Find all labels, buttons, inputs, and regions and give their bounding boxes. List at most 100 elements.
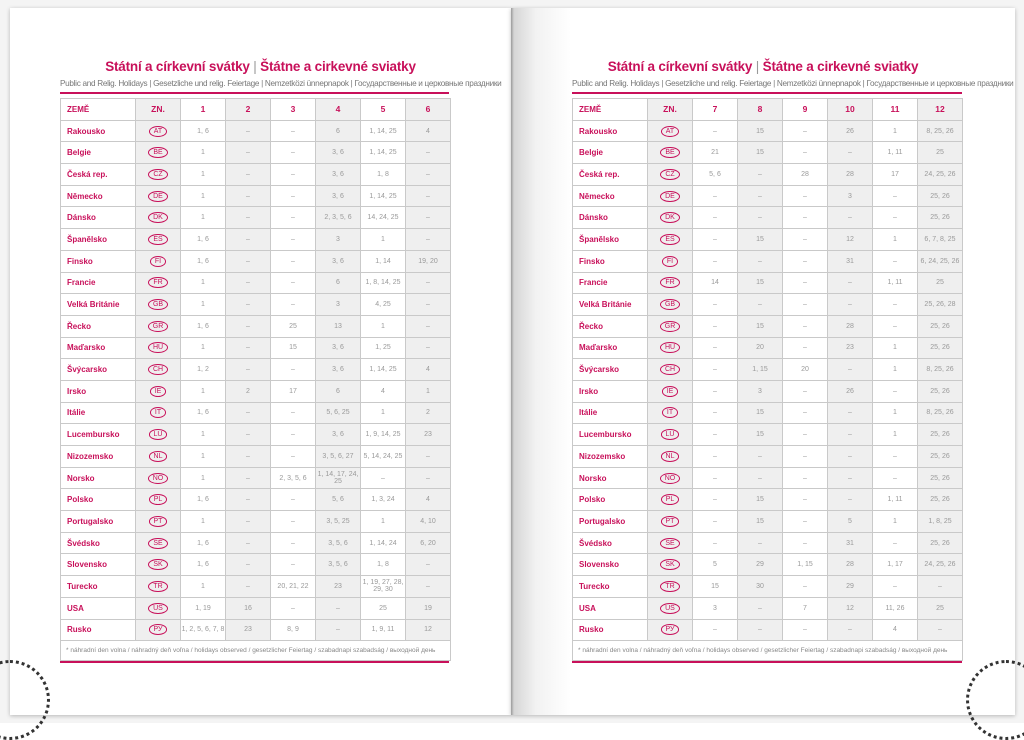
table-row: Finsko FI 1, 6– –3, 6 1, 14 19, 20 — [60, 249, 451, 273]
holiday-days: – — [692, 445, 738, 468]
table-row: Nizozemsko NL 1– –3, 5, 6, 27 5, 14, 24, 25– — [60, 445, 451, 468]
holiday-days: 3, 6 — [315, 163, 361, 186]
holiday-days: – — [917, 618, 963, 642]
header-month: 8 — [737, 98, 783, 121]
holiday-days: – — [692, 206, 738, 230]
holiday-days: – — [405, 163, 451, 186]
holiday-days: – — [225, 466, 271, 490]
holiday-days: 2 — [225, 379, 271, 403]
country-code-badge: GB — [659, 299, 681, 311]
holiday-days: – — [737, 206, 783, 230]
holiday-days: 6, 20 — [405, 531, 451, 555]
holiday-days: 15 — [737, 228, 783, 251]
holiday-days: 1 — [360, 510, 406, 533]
country-code-cell: PL — [135, 488, 181, 512]
country-code-badge: FI — [661, 255, 679, 267]
country-code-cell: NL — [135, 445, 181, 468]
holiday-days: 4 — [405, 358, 451, 381]
holiday-days: – — [270, 249, 316, 273]
left-page: Státní a církevní svátky | Štátne a cirk… — [0, 8, 511, 740]
page-subtitle: Public and Relig. Holidays | Gesetzliche… — [60, 79, 502, 88]
table-row: Finsko FI – – –31–6, 24, 25, 26 — [572, 249, 963, 273]
holiday-days: – — [782, 618, 828, 642]
country-name: Irsko — [572, 379, 648, 403]
country-name: Česká rep. — [572, 163, 648, 186]
holiday-days: 1, 9, 11 — [360, 618, 406, 642]
holiday-days: – — [872, 531, 918, 555]
holiday-days: – — [225, 488, 271, 512]
right-page: Státní a církevní svátky | Štátne a cirk… — [511, 8, 1024, 740]
holiday-days: – — [827, 618, 873, 642]
holiday-days: 1 — [360, 314, 406, 338]
holiday-days: – — [782, 293, 828, 316]
country-name: Španělsko — [572, 228, 648, 251]
holiday-days: 1, 6 — [180, 553, 226, 577]
holiday-days: – — [782, 119, 828, 143]
holiday-days: 21 — [692, 141, 738, 165]
table-row: Rusko РУ – – – –4– — [572, 618, 963, 642]
country-code-badge: AT — [660, 125, 680, 137]
holiday-days: 5, 6 — [315, 488, 361, 512]
holiday-days: 8, 25, 26 — [917, 401, 963, 425]
country-name: Velká Británie — [572, 293, 648, 316]
table-row: USA US 3–7 12 11, 26 25 — [572, 596, 963, 620]
holiday-days: – — [692, 228, 738, 251]
holiday-days: 24, 25, 26 — [917, 163, 963, 186]
header-month: 10 — [827, 98, 873, 121]
holiday-days: – — [270, 119, 316, 143]
table-row: Turecko TR 1–20, 21, 22 23 1, 19, 27, 28, 29… — [60, 575, 451, 598]
country-code-cell: FR — [647, 271, 693, 295]
country-name: Španělsko — [60, 228, 136, 251]
country-code-cell: LU — [135, 423, 181, 446]
holiday-days: – — [405, 293, 451, 316]
country-code-cell: BE — [647, 141, 693, 165]
country-code-cell: CZ — [647, 163, 693, 186]
holiday-days: – — [692, 119, 738, 143]
country-code-badge: IE — [149, 385, 167, 397]
country-name: Norsko — [572, 466, 648, 490]
country-name: Lucembursko — [60, 423, 136, 446]
holiday-days: – — [270, 293, 316, 316]
country-name: Řecko — [572, 314, 648, 338]
holiday-days: – — [270, 206, 316, 230]
holiday-days: – — [225, 249, 271, 273]
holiday-days: – — [737, 531, 783, 555]
holiday-days: 1, 17 — [872, 553, 918, 577]
holiday-days: 6, 24, 25, 26 — [917, 249, 963, 273]
holiday-days: 1, 15 — [782, 553, 828, 577]
country-code-badge: SK — [148, 559, 168, 571]
holiday-days: 1 — [872, 336, 918, 360]
holiday-days: – — [270, 531, 316, 555]
holiday-days: 8, 25, 26 — [917, 358, 963, 381]
holiday-days: – — [782, 314, 828, 338]
table-row: USA US 1, 19 16– –25 19 — [60, 596, 451, 620]
holiday-days: – — [782, 379, 828, 403]
table-row: Portugalsko PT 1– –3, 5, 25 1 4, 10 — [60, 510, 451, 533]
holiday-days: – — [270, 163, 316, 186]
country-code-cell: ES — [647, 228, 693, 251]
header-month: 1 — [180, 98, 226, 121]
holiday-days: 1, 14, 25 — [360, 119, 406, 143]
holiday-days: 1, 6 — [180, 249, 226, 273]
country-code-badge: PT — [148, 515, 168, 527]
holiday-days: 28 — [827, 163, 873, 186]
holiday-days: 17 — [270, 379, 316, 403]
country-code-badge: РУ — [660, 624, 680, 636]
country-code-badge: LU — [148, 429, 168, 441]
holiday-days: – — [827, 206, 873, 230]
holiday-days: 1, 6 — [180, 228, 226, 251]
table-row: Francie FR 1– –6 1, 8, 14, 25– — [60, 271, 451, 295]
country-code-cell: PL — [647, 488, 693, 512]
country-name: Německo — [60, 184, 136, 208]
holiday-days: – — [692, 336, 738, 360]
holiday-days: 1, 19, 27, 28, 29, 30 — [360, 575, 406, 598]
holiday-days: – — [782, 401, 828, 425]
country-name: Belgie — [572, 141, 648, 165]
table-row: Rakousko AT 1, 6– –6 1, 14, 25 4 — [60, 119, 451, 143]
holiday-days: 15 — [737, 314, 783, 338]
country-name: Švýcarsko — [572, 358, 648, 381]
holiday-days: – — [225, 510, 271, 533]
header-month: 3 — [270, 98, 316, 121]
country-code-badge: AT — [148, 125, 168, 137]
holiday-days: 1, 3, 24 — [360, 488, 406, 512]
